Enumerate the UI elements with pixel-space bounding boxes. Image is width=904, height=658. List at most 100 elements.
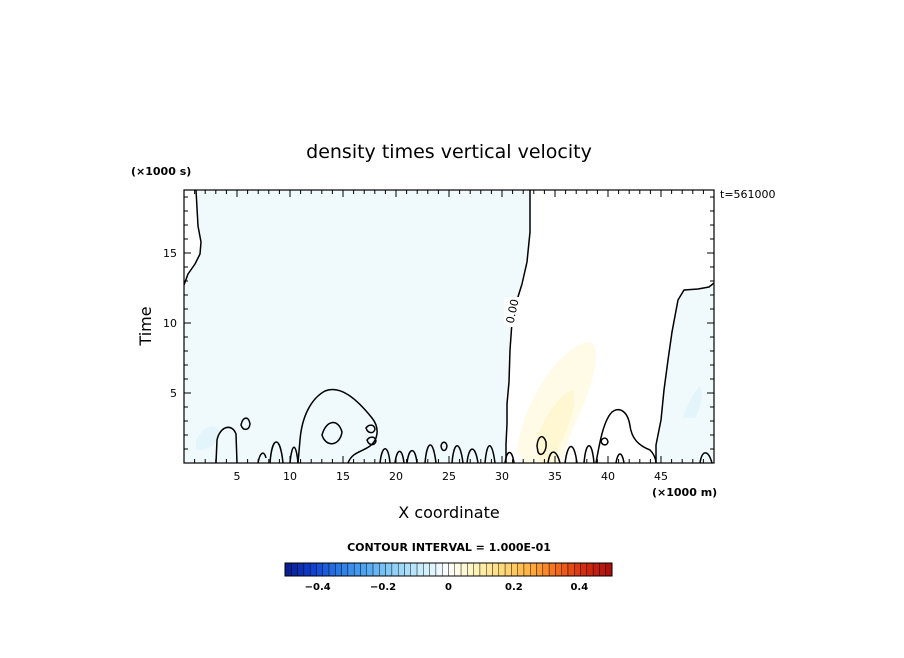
colorbar-cell bbox=[498, 562, 506, 577]
colorbar-cell bbox=[592, 562, 600, 577]
colorbar-cell bbox=[435, 562, 443, 577]
colorbar-cell bbox=[486, 562, 493, 577]
colorbar-cell bbox=[366, 562, 374, 577]
colorbar-frame bbox=[284, 562, 613, 577]
negative-patch-right bbox=[683, 386, 702, 418]
colorbar-cell bbox=[605, 562, 613, 577]
zero-contours bbox=[184, 190, 714, 463]
zero-contour-bubble-1 bbox=[215, 426, 238, 463]
x-tick-label: 40 bbox=[601, 470, 615, 483]
chart-title: density times vertical velocity bbox=[306, 141, 592, 163]
colorbar-cell bbox=[536, 562, 544, 577]
colorbar-cell bbox=[567, 562, 575, 577]
x-tick-label: 20 bbox=[389, 470, 403, 483]
colorbar-cell bbox=[473, 562, 481, 577]
colorbar-cell bbox=[523, 562, 531, 577]
colorbar-cell bbox=[410, 562, 418, 577]
colorbar-cell bbox=[397, 562, 405, 577]
colorbar-cell bbox=[586, 562, 594, 577]
colorbar-cell bbox=[353, 562, 361, 577]
colorbar-cell bbox=[448, 562, 455, 577]
negative-region-right bbox=[656, 283, 714, 463]
plot-field bbox=[184, 190, 714, 463]
positive-plume bbox=[517, 342, 596, 463]
colorbar-cell bbox=[416, 562, 424, 577]
x-tick-label: 30 bbox=[495, 470, 509, 483]
zero-contour-bubble-3 bbox=[321, 421, 343, 445]
negative-region-left bbox=[184, 190, 530, 463]
colorbar-cell bbox=[479, 562, 487, 577]
x-tick-label: 45 bbox=[654, 470, 668, 483]
zero-contour-left bbox=[184, 190, 202, 286]
colorbar-cell bbox=[347, 562, 355, 577]
x-tick-label: 25 bbox=[442, 470, 456, 483]
zero-contour-lobe-right bbox=[595, 408, 657, 463]
colorbar-tick-label: −0.4 bbox=[305, 582, 331, 593]
colorbar-tick-label: 0.4 bbox=[570, 582, 588, 593]
colorbar-cell bbox=[517, 562, 525, 577]
zero-contour-bubble-2 bbox=[240, 417, 251, 431]
colorbar-cell bbox=[385, 562, 393, 577]
x-unit-label: (×1000 m) bbox=[652, 486, 717, 499]
colorbar-cell bbox=[442, 562, 449, 577]
colorbar-cell bbox=[341, 562, 349, 577]
colorbar-cell bbox=[574, 562, 581, 577]
colorbar-cell bbox=[492, 562, 500, 577]
colorbar-cell bbox=[429, 562, 437, 577]
zero-contour-bubble-6 bbox=[440, 441, 448, 452]
colorbar-cell bbox=[599, 562, 606, 577]
colorbar-cell bbox=[328, 562, 336, 577]
colorbar-tick-label: 0.2 bbox=[505, 582, 523, 593]
colorbar-cell bbox=[467, 562, 474, 577]
colorbar-cell bbox=[372, 562, 380, 577]
y-axis-title: Time bbox=[136, 306, 155, 346]
colorbar-cell bbox=[291, 562, 298, 577]
colorbar-cell bbox=[404, 562, 411, 577]
zero-contour-ripples bbox=[257, 441, 713, 463]
colorbar-cell bbox=[454, 562, 462, 577]
zero-contour-middle bbox=[505, 190, 531, 463]
x-tick-label: 5 bbox=[234, 470, 241, 483]
colorbar-cell bbox=[391, 562, 399, 577]
zero-contour-label: 0.00 bbox=[504, 298, 522, 325]
colorbar-cell bbox=[303, 562, 311, 577]
zero-contour-bubble-8 bbox=[600, 437, 609, 446]
x-axis-title: X coordinate bbox=[398, 503, 499, 522]
colorbar-cell bbox=[309, 562, 317, 577]
colorbar-cell bbox=[555, 562, 562, 577]
colorbar-cell bbox=[379, 562, 386, 577]
zero-contour-right bbox=[655, 282, 714, 463]
zero-contour-dome bbox=[297, 388, 378, 463]
zero-contour-bubble-4 bbox=[365, 424, 376, 434]
colorbar-cell bbox=[530, 562, 537, 577]
colorbar-cell bbox=[561, 562, 569, 577]
colorbar-cell bbox=[580, 562, 588, 577]
colorbar-tick-label: −0.2 bbox=[370, 582, 396, 593]
x-axis: 5 10 15 20 25 30 35 40 45 bbox=[194, 190, 704, 483]
y-tick-label: 5 bbox=[170, 387, 177, 400]
x-tick-label: 35 bbox=[548, 470, 562, 483]
contour-label-gap bbox=[504, 297, 520, 327]
colorbar-cell bbox=[284, 562, 292, 577]
colorbar-cell bbox=[297, 562, 305, 577]
colorbar-cell bbox=[316, 562, 323, 577]
colorbar-cell bbox=[335, 562, 342, 577]
colorbar: −0.4 −0.2 0 0.2 0.4 bbox=[284, 562, 613, 593]
colorbar-cell bbox=[542, 562, 550, 577]
colorbar-cell bbox=[360, 562, 367, 577]
x-tick-label: 15 bbox=[336, 470, 350, 483]
colorbar-cell bbox=[548, 562, 556, 577]
colorbar-cell bbox=[423, 562, 430, 577]
time-stamp: t=561000 bbox=[720, 188, 776, 201]
colorbar-cell bbox=[504, 562, 512, 577]
colorbar-cell bbox=[460, 562, 468, 577]
zero-contour-bubble-7 bbox=[536, 435, 547, 456]
y-axis: 5 10 15 bbox=[163, 196, 714, 450]
x-tick-label: 10 bbox=[283, 470, 297, 483]
contour-interval-text: CONTOUR INTERVAL = 1.000E-01 bbox=[347, 541, 551, 554]
y-unit-label: (×1000 s) bbox=[131, 165, 191, 178]
y-tick-label: 10 bbox=[163, 317, 177, 330]
colorbar-cell bbox=[511, 562, 518, 577]
